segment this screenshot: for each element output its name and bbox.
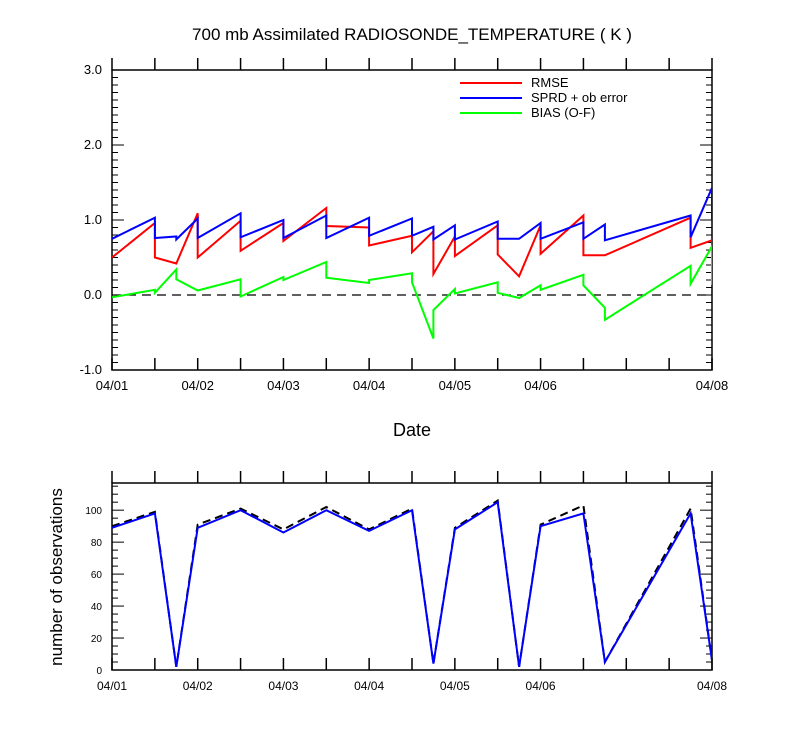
series-line-rmse <box>112 205 712 279</box>
x-tick-label: 04/03 <box>268 679 298 693</box>
y-tick-label: 0 <box>96 666 102 677</box>
x-tick-label: 04/04 <box>353 378 386 393</box>
x-tick-label: 04/05 <box>440 679 470 693</box>
chart-title: 700 mb Assimilated RADIOSONDE_TEMPERATUR… <box>192 25 632 44</box>
bottom-chart-panel: 0 20 40 60 80 100 04/01 04/02 04/03 04/04 04/05 04/… <box>47 471 727 693</box>
x-tick-label: 04/01 <box>97 679 127 693</box>
x-tick-label: 04/03 <box>267 378 300 393</box>
bottom-plot-area: 0 20 40 60 80 100 04/01 04/02 04/03 04/04 04/05 04/… <box>85 471 727 693</box>
y-tick-label: 100 <box>85 506 102 517</box>
x-tick-label: 04/08 <box>696 378 729 393</box>
series-line-sprd-ob-error <box>112 187 712 242</box>
x-axis-label: Date <box>393 420 431 440</box>
x-tick-label: 04/08 <box>697 679 727 693</box>
y-tick-label: -1.0 <box>80 362 102 377</box>
series-line-bias-o-f <box>112 244 712 339</box>
y-tick-label: 60 <box>91 570 103 581</box>
series-lines <box>112 187 712 339</box>
y-tick-label: 0.0 <box>84 287 102 302</box>
legend-label: RMSE <box>531 75 569 90</box>
x-tick-label: 04/02 <box>181 378 214 393</box>
top-chart-panel: 700 mb Assimilated RADIOSONDE_TEMPERATUR… <box>80 25 729 440</box>
y-tick-label: 80 <box>91 538 103 549</box>
y-tick-label: 40 <box>91 602 103 613</box>
x-tick-label: 04/01 <box>96 378 129 393</box>
y-tick-label: 1.0 <box>84 212 102 227</box>
x-tick-label: 04/05 <box>439 378 472 393</box>
series-line-1 <box>112 500 712 667</box>
x-tick-label: 04/04 <box>354 679 384 693</box>
y-tick-label: 2.0 <box>84 137 102 152</box>
x-tick-label: 04/06 <box>524 378 557 393</box>
x-tick-label: 04/02 <box>183 679 213 693</box>
legend-label: BIAS (O-F) <box>531 105 595 120</box>
x-tick-label: 04/06 <box>526 679 556 693</box>
series-lines <box>112 498 712 667</box>
y-tick-label: 20 <box>91 634 103 645</box>
legend-label: SPRD + ob error <box>531 90 628 105</box>
top-plot-area: -1.0 0.0 1.0 2.0 3.0 04/01 04/02 04/03 04/04 04/0… <box>80 58 729 393</box>
y-axis-label: number of observations <box>47 488 66 666</box>
y-tick-label: 3.0 <box>84 62 102 77</box>
